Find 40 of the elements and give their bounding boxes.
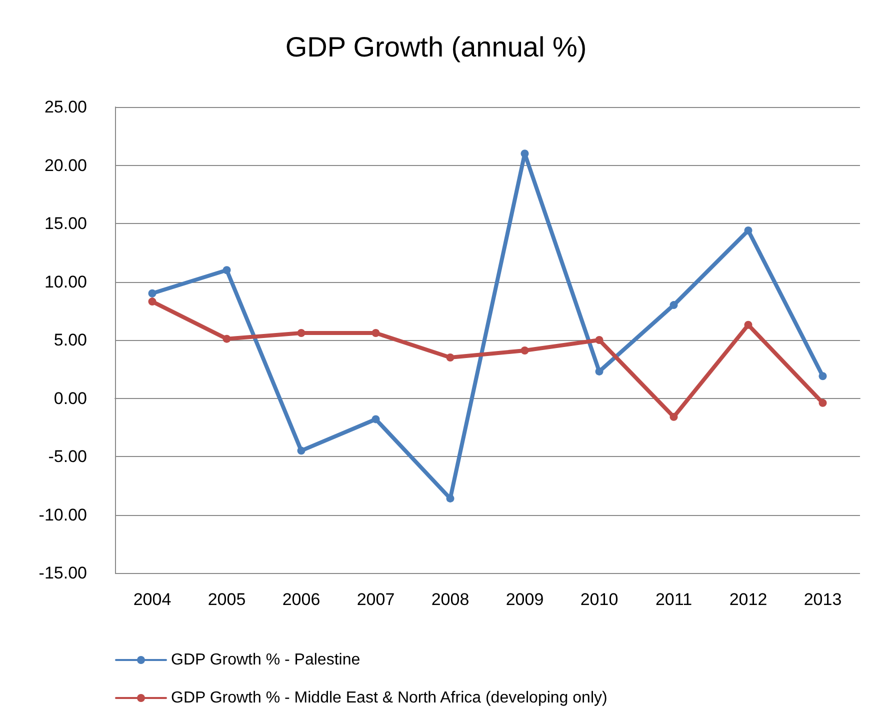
point — [520, 346, 529, 354]
y-tick-label: 15.00 — [44, 214, 87, 233]
legend-label: GDP Growth % - Palestine — [171, 652, 360, 668]
point — [818, 372, 827, 380]
x-tick-label: 2013 — [804, 590, 842, 609]
point — [148, 298, 156, 306]
point — [372, 415, 380, 424]
y-tick-label: 20.00 — [44, 156, 87, 175]
point — [818, 398, 827, 407]
x-tick-label: 2006 — [282, 590, 320, 609]
legend-label: GDP Growth % - Middle East & North Africa (developing only) — [171, 690, 608, 706]
point — [372, 329, 380, 338]
point — [297, 329, 306, 338]
chart-title: GDP Growth (annual %) — [285, 32, 587, 62]
point — [297, 446, 306, 455]
x-tick-label: 2009 — [506, 590, 544, 609]
y-tick-label: -15.00 — [38, 564, 87, 582]
x-tick-label: 2004 — [133, 590, 172, 609]
y-tick-label: 5.00 — [54, 330, 87, 350]
point — [148, 289, 156, 298]
point — [222, 334, 231, 343]
y-tick-label: 25.00 — [44, 98, 87, 116]
x-tick-label: 2008 — [431, 590, 470, 609]
point — [670, 301, 678, 310]
point — [670, 412, 678, 421]
point — [744, 320, 752, 329]
x-tick-label: 2005 — [208, 590, 246, 609]
x-tick-label: 2007 — [356, 590, 395, 609]
y-tick-label: -10.00 — [38, 505, 87, 524]
point — [595, 367, 604, 376]
point — [595, 336, 604, 344]
y-tick-label: -5.00 — [48, 447, 87, 466]
point — [222, 266, 231, 274]
point — [744, 226, 752, 234]
x-tick-label: 2010 — [580, 590, 618, 609]
y-tick-label: 0.00 — [54, 388, 87, 408]
y-tick-label: 10.00 — [44, 272, 87, 292]
x-tick-label: 2012 — [729, 590, 768, 609]
point — [446, 353, 454, 362]
x-tick-label: 2011 — [655, 590, 692, 609]
